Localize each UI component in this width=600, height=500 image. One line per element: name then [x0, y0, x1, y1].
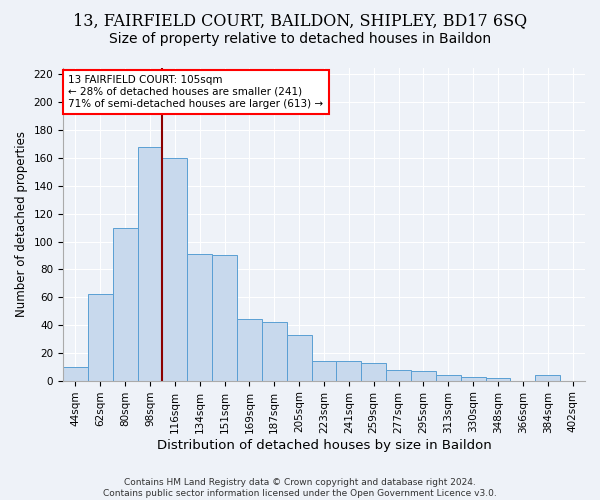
Bar [137, 147, 163, 380]
Bar [535, 375, 560, 380]
Bar [113, 228, 137, 380]
Y-axis label: Number of detached properties: Number of detached properties [15, 131, 28, 317]
Bar [386, 370, 411, 380]
Bar [262, 322, 287, 380]
X-axis label: Distribution of detached houses by size in Baildon: Distribution of detached houses by size … [157, 440, 491, 452]
Bar [88, 294, 113, 380]
Bar [187, 254, 212, 380]
Text: 13, FAIRFIELD COURT, BAILDON, SHIPLEY, BD17 6SQ: 13, FAIRFIELD COURT, BAILDON, SHIPLEY, B… [73, 12, 527, 29]
Bar [237, 320, 262, 380]
Bar [212, 256, 237, 380]
Bar [311, 361, 337, 380]
Text: Size of property relative to detached houses in Baildon: Size of property relative to detached ho… [109, 32, 491, 46]
Text: Contains HM Land Registry data © Crown copyright and database right 2024.
Contai: Contains HM Land Registry data © Crown c… [103, 478, 497, 498]
Bar [361, 362, 386, 380]
Bar [461, 376, 485, 380]
Bar [163, 158, 187, 380]
Bar [337, 361, 361, 380]
Bar [287, 335, 311, 380]
Bar [485, 378, 511, 380]
Bar [63, 367, 88, 380]
Bar [436, 375, 461, 380]
Text: 13 FAIRFIELD COURT: 105sqm
← 28% of detached houses are smaller (241)
71% of sem: 13 FAIRFIELD COURT: 105sqm ← 28% of deta… [68, 76, 323, 108]
Bar [411, 371, 436, 380]
